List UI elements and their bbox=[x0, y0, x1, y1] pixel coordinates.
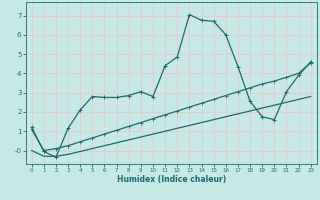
X-axis label: Humidex (Indice chaleur): Humidex (Indice chaleur) bbox=[116, 175, 226, 184]
